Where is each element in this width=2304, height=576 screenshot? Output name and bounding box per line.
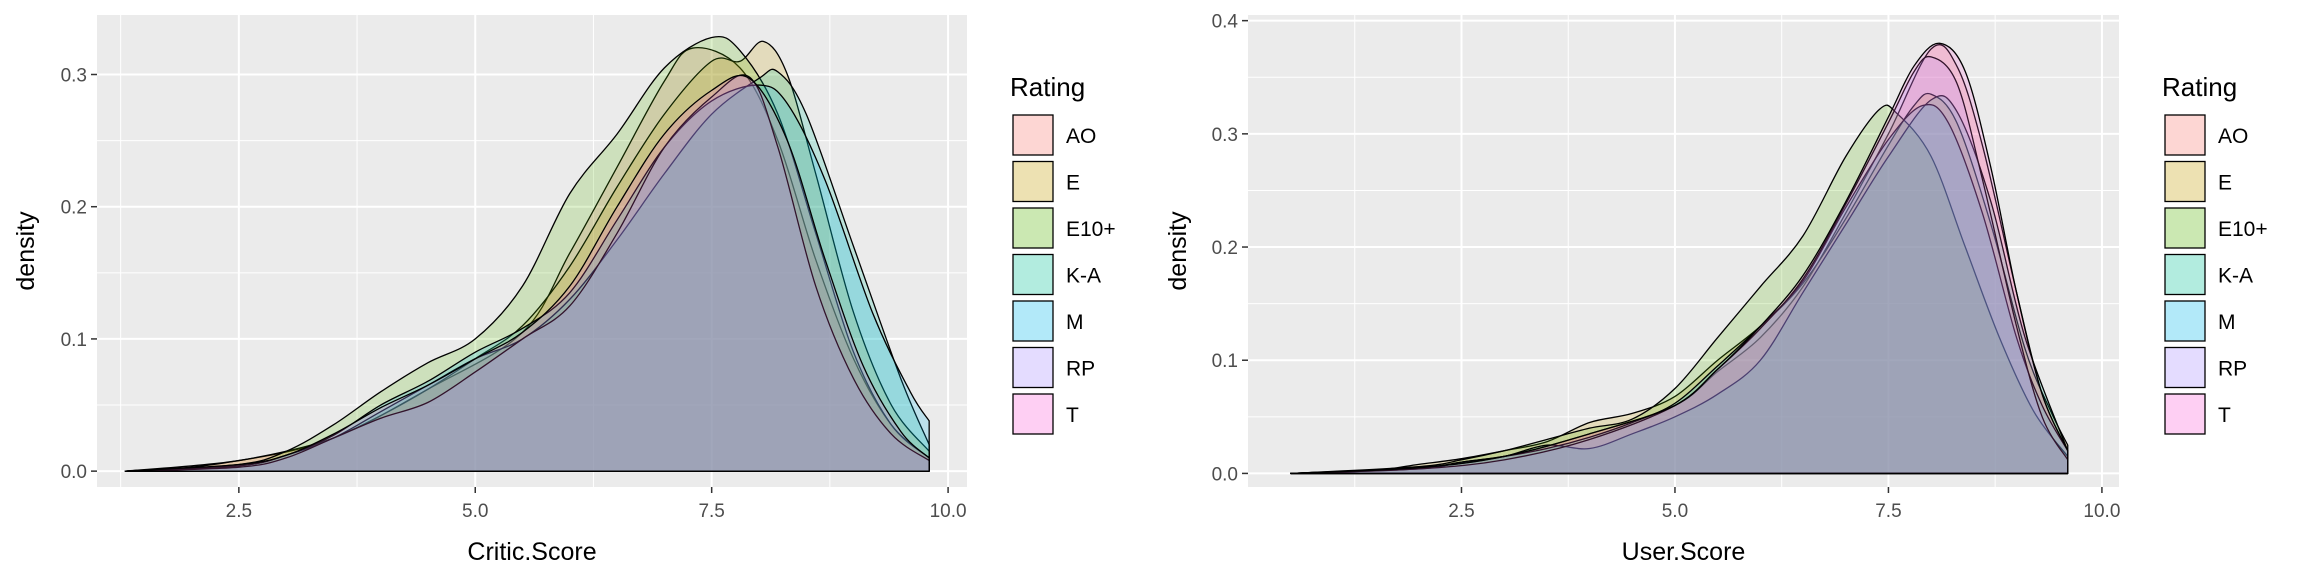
legend-key-m	[1012, 300, 1054, 342]
y-tick-label: 0.1	[61, 330, 87, 351]
legend-key-background	[1013, 254, 1053, 295]
legend-label: K-A	[1066, 265, 1101, 288]
legend-label: RP	[2218, 358, 2247, 381]
legend-key-background	[1013, 115, 1053, 155]
density-area-e	[1290, 92, 2069, 475]
density-area-rp	[1290, 55, 2069, 475]
legend-key-t	[2164, 393, 2206, 435]
y-tick-label: 0.2	[61, 198, 87, 219]
x-axis-title: User.Score	[1622, 538, 1746, 566]
user-score-density-chart: 2.5 5.0 7.5 10.0 0.0 0.1 0.2 0.3 0.4 User.Score de…	[1164, 12, 2268, 566]
x-tick-label: 10.0	[2083, 501, 2120, 522]
legend-key-background	[2165, 115, 2205, 155]
y-tick-label: 0.3	[61, 65, 87, 86]
density-area-e10-	[124, 35, 930, 472]
legend-key-e10-	[2164, 207, 2206, 249]
density-area-m	[124, 84, 930, 472]
density-area-t	[124, 74, 930, 472]
user-score-density-panel: 2.5 5.0 7.5 10.0 0.0 0.1 0.2 0.3 0.4 User.Score de…	[1152, 0, 2304, 576]
density-area-t	[1290, 42, 2069, 475]
legend-key-k-a	[2164, 253, 2206, 296]
x-tick-label: 10.0	[930, 501, 967, 522]
legend-label: E10+	[1066, 218, 1116, 241]
x-tick-label: 2.5	[1448, 501, 1474, 522]
critic-score-density-panel: 2.5 5.0 7.5 10.0 0.0 0.1 0.2 0.3 Critic.Score den…	[12, 15, 1116, 566]
x-tick-label: 5.0	[462, 501, 488, 522]
legend-key-background	[1013, 301, 1053, 341]
density-area-rp	[124, 74, 930, 472]
density-area-e10-	[1290, 104, 2069, 475]
critic-score-density-chart: 2.5 5.0 7.5 10.0 0.0 0.1 0.2 0.3 Critic.Score den…	[12, 15, 1116, 566]
density-area-e	[124, 40, 930, 472]
legend-key-background	[2165, 161, 2205, 202]
x-tick-label: 7.5	[1875, 501, 1901, 522]
legend-label: RP	[1066, 358, 1095, 381]
legend-key-t	[1012, 393, 1054, 435]
legend-label: E	[2218, 172, 2232, 195]
legend-label: M	[1066, 311, 1084, 334]
legend-key-k-a	[1012, 253, 1054, 296]
legend-key-background	[2165, 254, 2205, 295]
plot-background	[1248, 15, 2119, 487]
legend-title: Rating	[2162, 72, 2237, 102]
legend-key-ao	[2164, 114, 2206, 156]
legend-label: AO	[2218, 125, 2248, 148]
y-tick-label: 0.0	[61, 462, 87, 483]
x-axis-title: Critic.Score	[467, 538, 596, 566]
legend-key-background	[1013, 161, 1053, 202]
legend-key-rp	[1012, 346, 1054, 389]
legend-label: AO	[1066, 125, 1096, 148]
y-tick-label: 0.2	[1212, 238, 1238, 259]
x-tick-label: 2.5	[226, 501, 252, 522]
legend-key-m	[2164, 300, 2206, 342]
x-tick-label: 7.5	[698, 501, 724, 522]
legend-key-background	[1013, 208, 1053, 248]
y-axis-title: density	[1164, 211, 1192, 291]
legend-key-background	[2165, 394, 2205, 434]
legend-key-background	[1013, 347, 1053, 388]
legend-key-background	[2165, 208, 2205, 248]
legend-key-ao	[1012, 114, 1054, 156]
legend-key-background	[2165, 347, 2205, 388]
legend-label: T	[1066, 404, 1079, 427]
legend-label: E	[1066, 172, 1080, 195]
y-tick-label: 0.0	[1212, 464, 1238, 485]
y-tick-label: 0.1	[1212, 351, 1238, 372]
legend-label: T	[2218, 404, 2231, 427]
legend-key-background	[2165, 301, 2205, 341]
legend-label: K-A	[2218, 265, 2253, 288]
legend-label: M	[2218, 311, 2236, 334]
x-tick-label: 5.0	[1662, 501, 1688, 522]
legend-key-rp	[2164, 346, 2206, 389]
y-tick-label: 0.4	[1212, 12, 1239, 33]
legend-key-e	[1012, 160, 1054, 203]
y-tick-label: 0.3	[1212, 125, 1238, 146]
y-axis-title: density	[12, 211, 40, 291]
legend-key-background	[1013, 394, 1053, 434]
legend-title: Rating	[1010, 72, 1085, 102]
legend-key-e	[2164, 160, 2206, 203]
legend-key-e10-	[1012, 207, 1054, 249]
legend-label: E10+	[2218, 218, 2268, 241]
